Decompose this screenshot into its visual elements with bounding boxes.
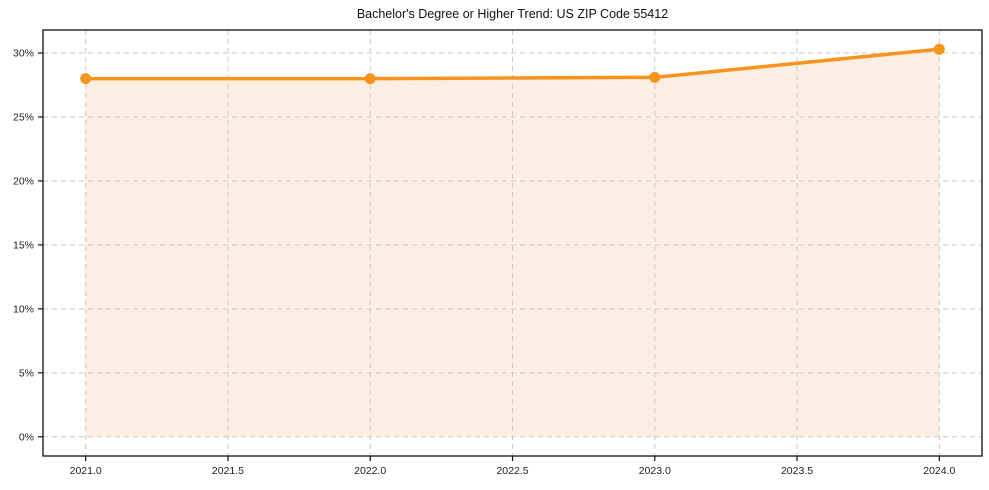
data-point — [80, 73, 92, 85]
x-axis-tick-label: 2022.0 — [354, 465, 386, 477]
y-axis-tick-label: 20% — [13, 175, 34, 187]
x-axis-tick-label: 2023.0 — [639, 465, 671, 477]
y-axis-tick-label: 25% — [13, 111, 34, 123]
trend-line — [83, 47, 942, 81]
y-axis-tick-label: 15% — [13, 239, 34, 251]
data-point — [649, 71, 661, 83]
x-axis-tick-label: 2024.0 — [923, 465, 955, 477]
y-axis-tick-label: 5% — [19, 367, 34, 379]
data-point — [364, 73, 376, 85]
x-axis-tick-label: 2023.5 — [781, 465, 813, 477]
chart-title: Bachelor's Degree or Higher Trend: US ZI… — [356, 7, 669, 21]
y-axis-tick-label: 30% — [13, 48, 34, 60]
data-point — [933, 43, 945, 55]
x-axis-tick-label: 2021.5 — [212, 465, 244, 477]
y-axis-tick-label: 0% — [19, 431, 34, 443]
area-fill — [85, 49, 940, 437]
y-axis-tick-label: 10% — [13, 303, 34, 315]
x-axis-tick-label: 2021.0 — [70, 465, 102, 477]
x-axis-tick-label: 2022.5 — [496, 465, 528, 477]
